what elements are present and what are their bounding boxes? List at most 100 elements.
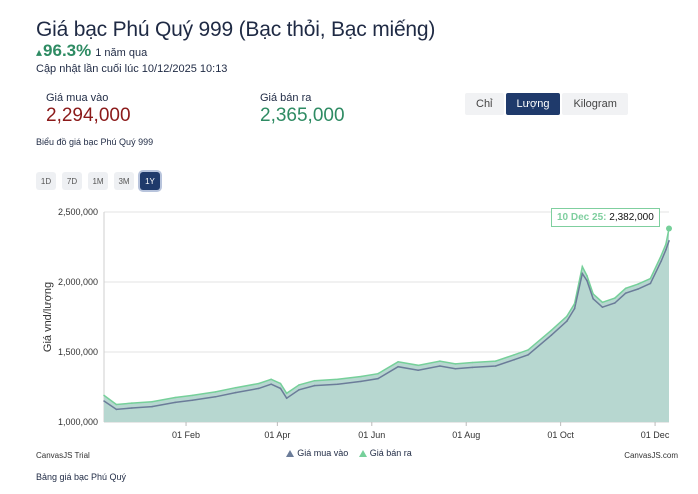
buy-point xyxy=(614,302,616,304)
buy-point xyxy=(313,384,316,387)
sell-point xyxy=(439,360,441,362)
price-table-title: Bảng giá bạc Phú Quý xyxy=(36,472,127,482)
price-chart: 1,000,000 1,500,000 2,000,000 2,500,000 01 F… xyxy=(42,207,672,440)
sell-point xyxy=(573,302,576,305)
range-button-1y[interactable]: 1Y xyxy=(140,172,160,190)
triangle-icon xyxy=(286,449,295,457)
sell-price-value: 2,365,000 xyxy=(260,105,345,126)
y-tick-label: 2,000,000 xyxy=(58,277,98,287)
sell-point xyxy=(513,354,516,356)
buy-point xyxy=(513,358,516,361)
range-selector: 1D 7D 1M 3M 1Y xyxy=(36,172,160,190)
buy-point xyxy=(103,400,105,402)
page-title: Giá bạc Phú Quý 999 (Bạc thỏi, Bạc miếng… xyxy=(36,18,436,41)
price-change: ▴ 96.3% 1 năm qua xyxy=(36,41,147,61)
buy-point xyxy=(131,407,133,409)
x-tick-label: 01 Oct xyxy=(547,430,574,440)
sell-point xyxy=(377,372,379,375)
sell-point xyxy=(270,378,272,381)
buy-point xyxy=(174,401,177,404)
sell-point xyxy=(279,382,282,385)
sell-point xyxy=(581,265,584,268)
sell-point xyxy=(550,329,553,332)
sell-price-area xyxy=(104,228,669,422)
buy-point xyxy=(471,366,474,369)
buy-point xyxy=(494,365,497,367)
legend-label-buy: Giá mua vào xyxy=(297,448,349,458)
buy-point xyxy=(660,260,663,262)
highlighted-point xyxy=(666,225,672,232)
tooltip-date: 10 Dec 25: xyxy=(557,212,607,223)
last-updated: Cập nhật lần cuối lúc 10/12/2025 10:13 xyxy=(36,63,228,75)
range-button-1d[interactable]: 1D xyxy=(36,172,56,190)
sell-point xyxy=(151,400,153,403)
x-tick-label: 01 Aug xyxy=(452,430,480,440)
sell-point xyxy=(360,375,362,378)
sell-point xyxy=(257,382,260,385)
buy-point xyxy=(270,383,272,385)
canvasjs-trial-credit: CanvasJS Trial xyxy=(36,451,90,460)
chart-tooltip: 10 Dec 25: 2,382,000 xyxy=(551,208,660,227)
sell-point xyxy=(649,277,652,280)
buy-point xyxy=(454,368,457,370)
buy-point xyxy=(279,387,282,390)
canvasjs-site-link[interactable]: CanvasJS.com xyxy=(624,451,678,460)
unit-selector: Chỉ Lượng Kilogram xyxy=(465,93,628,115)
sell-point xyxy=(660,254,663,257)
legend-label-sell: Giá bán ra xyxy=(369,448,412,458)
buy-point xyxy=(592,298,594,300)
x-tick-label: 01 Feb xyxy=(172,430,200,440)
sell-point xyxy=(397,361,399,363)
legend-item-buy[interactable]: Giá mua vào xyxy=(286,448,348,458)
unit-tab-luong[interactable]: Lượng xyxy=(505,93,561,115)
chart-section-title: Biểu đồ giá bạc Phú Quý 999 xyxy=(36,137,154,147)
buy-point xyxy=(234,391,237,394)
change-period: 1 năm qua xyxy=(95,47,148,59)
range-button-1m[interactable]: 1M xyxy=(88,172,108,190)
tooltip-value: 2,382,000 xyxy=(609,212,654,223)
y-tick-label: 1,000,000 xyxy=(58,417,98,427)
unit-tab-chi[interactable]: Chỉ xyxy=(465,93,504,115)
buy-price-label: Giá mua vào xyxy=(46,92,109,104)
range-button-7d[interactable]: 7D xyxy=(62,172,82,190)
range-button-3m[interactable]: 3M xyxy=(114,172,134,190)
sell-point xyxy=(614,297,616,299)
sell-point xyxy=(115,403,118,406)
sell-point xyxy=(566,315,568,318)
unit-tab-kilogram[interactable]: Kilogram xyxy=(562,93,628,115)
buy-point xyxy=(586,279,588,282)
sell-point xyxy=(103,394,105,397)
buy-point xyxy=(151,405,153,408)
sell-point xyxy=(285,392,288,395)
up-arrow-icon: ▴ xyxy=(36,45,43,59)
buy-point xyxy=(550,334,553,336)
sell-point xyxy=(313,379,316,382)
sell-point xyxy=(592,293,594,295)
sell-point xyxy=(586,274,588,277)
sell-point xyxy=(665,243,667,245)
sell-point xyxy=(601,301,604,304)
x-tick-label: 01 Apr xyxy=(264,430,290,440)
buy-point xyxy=(214,396,217,398)
sell-point xyxy=(234,386,237,389)
chart-legend: Giá mua vào Giá bán ra xyxy=(0,448,698,459)
sell-point xyxy=(624,287,627,290)
sell-point xyxy=(471,361,474,364)
sell-price-label: Giá bán ra xyxy=(260,92,312,104)
buy-point xyxy=(637,288,639,290)
sell-point xyxy=(336,378,339,381)
buy-point xyxy=(601,306,604,308)
sell-point xyxy=(191,394,194,397)
y-tick-label: 1,500,000 xyxy=(58,347,98,357)
sell-point xyxy=(174,396,177,399)
buy-point xyxy=(665,249,667,251)
buy-point xyxy=(668,240,670,242)
x-tick-label: 01 Jun xyxy=(358,430,385,440)
buy-point xyxy=(649,282,652,285)
y-tick-label: 2,500,000 xyxy=(58,207,98,217)
change-percent: 96.3% xyxy=(43,41,92,60)
buy-point xyxy=(191,399,194,402)
buy-point xyxy=(360,380,362,383)
x-tick-label: 01 Dec xyxy=(641,430,670,440)
legend-item-sell[interactable]: Giá bán ra xyxy=(358,448,412,458)
